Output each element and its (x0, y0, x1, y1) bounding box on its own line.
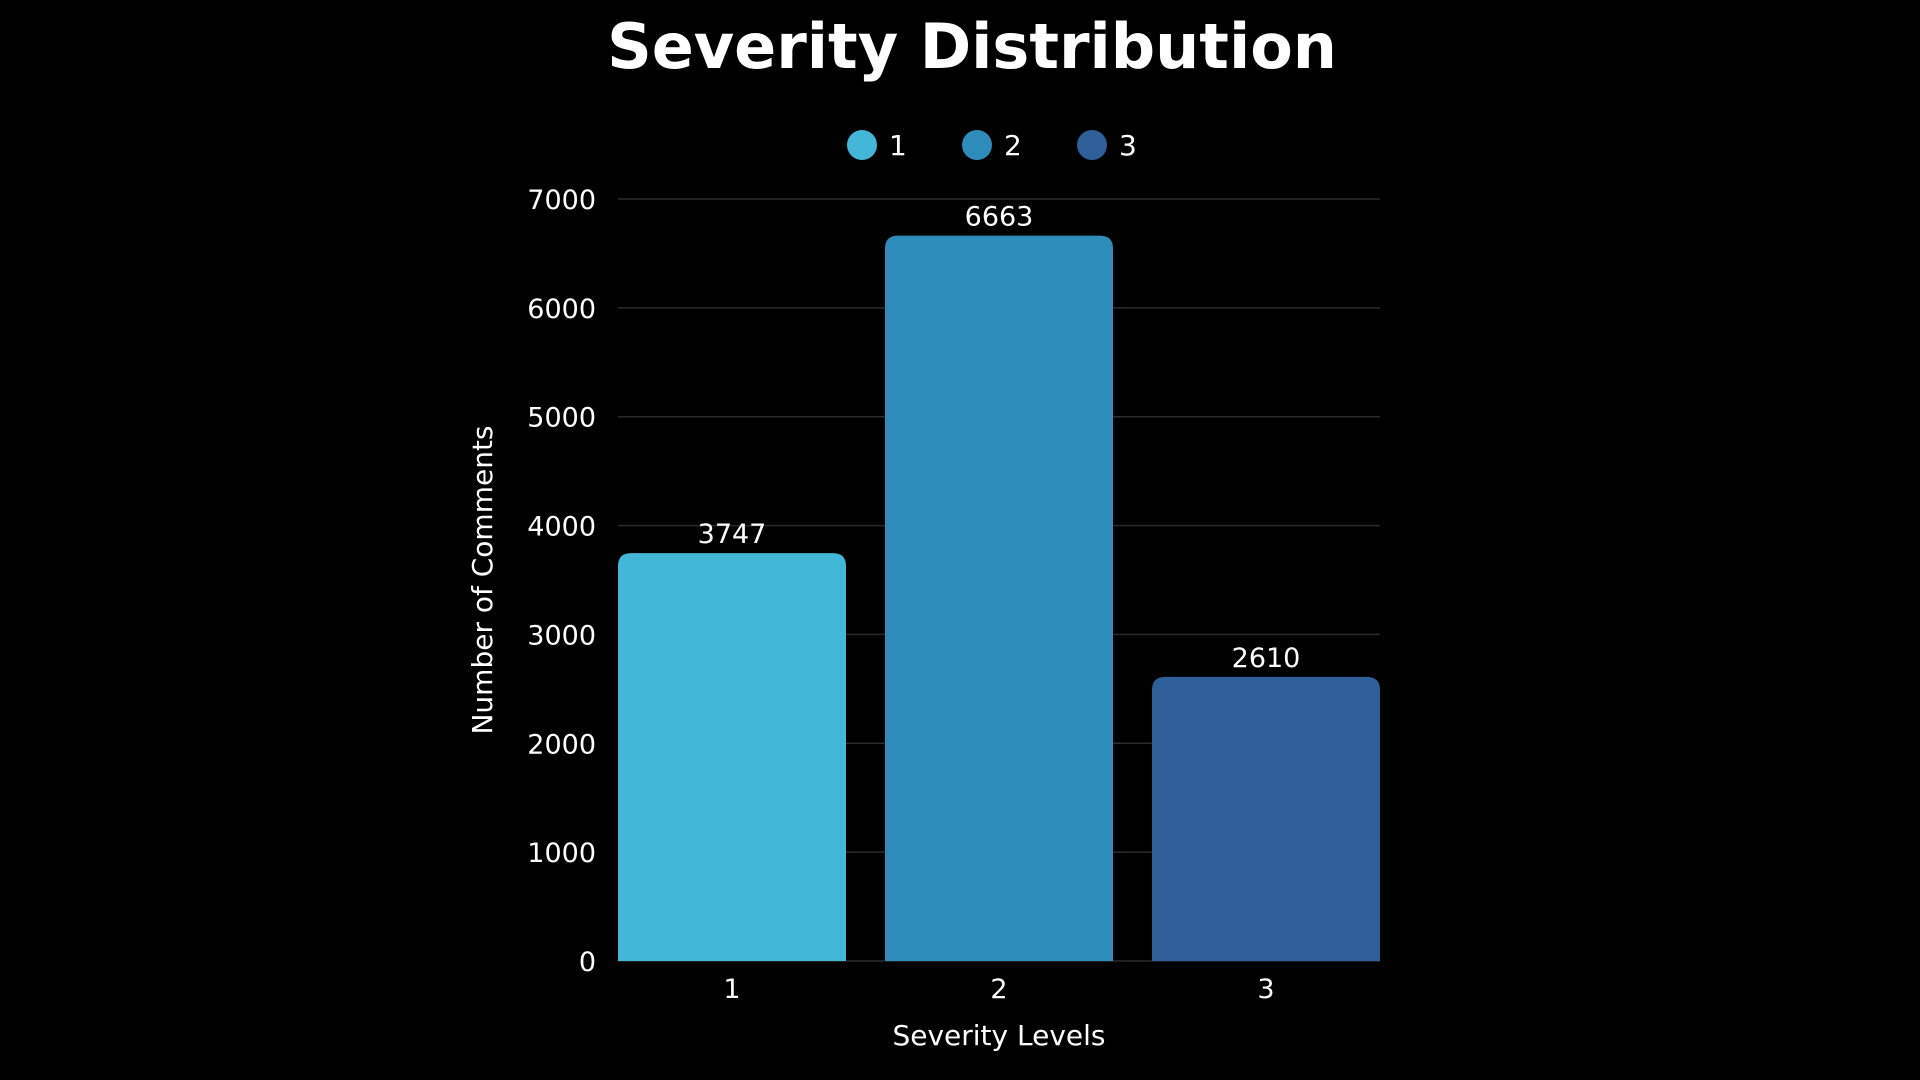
x-axis-label: Severity Levels (892, 1019, 1105, 1052)
y-tick-label: 2000 (527, 729, 596, 760)
bars (618, 235, 1380, 961)
bar-3 (1152, 676, 1380, 961)
y-axis-ticks: 0 1000 2000 3000 4000 5000 6000 7000 (527, 185, 596, 978)
legend-marker-2 (962, 130, 992, 160)
legend-label-2: 2 (1004, 129, 1022, 162)
legend-label-3: 3 (1119, 129, 1137, 162)
y-tick-label: 1000 (527, 838, 596, 869)
legend-label-1: 1 (889, 129, 907, 162)
chart-legend: 1 2 3 (847, 129, 1137, 162)
data-label-3: 2610 (1232, 643, 1301, 674)
y-tick-label: 7000 (527, 185, 596, 216)
y-tick-label: 5000 (527, 403, 596, 434)
y-tick-label: 6000 (527, 294, 596, 325)
x-tick-label: 1 (723, 974, 740, 1005)
chart-title: Severity Distribution (607, 10, 1337, 83)
data-label-1: 3747 (698, 519, 767, 550)
data-label-2: 6663 (965, 202, 1034, 233)
legend-marker-1 (847, 130, 877, 160)
legend-marker-3 (1077, 130, 1107, 160)
data-labels: 3747 6663 2610 (698, 202, 1301, 674)
y-tick-label: 4000 (527, 512, 596, 543)
x-tick-label: 2 (990, 974, 1007, 1005)
x-axis-ticks: 1 2 3 (723, 974, 1274, 1005)
y-axis-label: Number of Comments (466, 425, 499, 734)
y-tick-label: 0 (579, 947, 596, 978)
bar-1 (618, 553, 846, 961)
x-tick-label: 3 (1257, 974, 1274, 1005)
bar-2 (885, 235, 1113, 961)
y-tick-label: 3000 (527, 620, 596, 651)
